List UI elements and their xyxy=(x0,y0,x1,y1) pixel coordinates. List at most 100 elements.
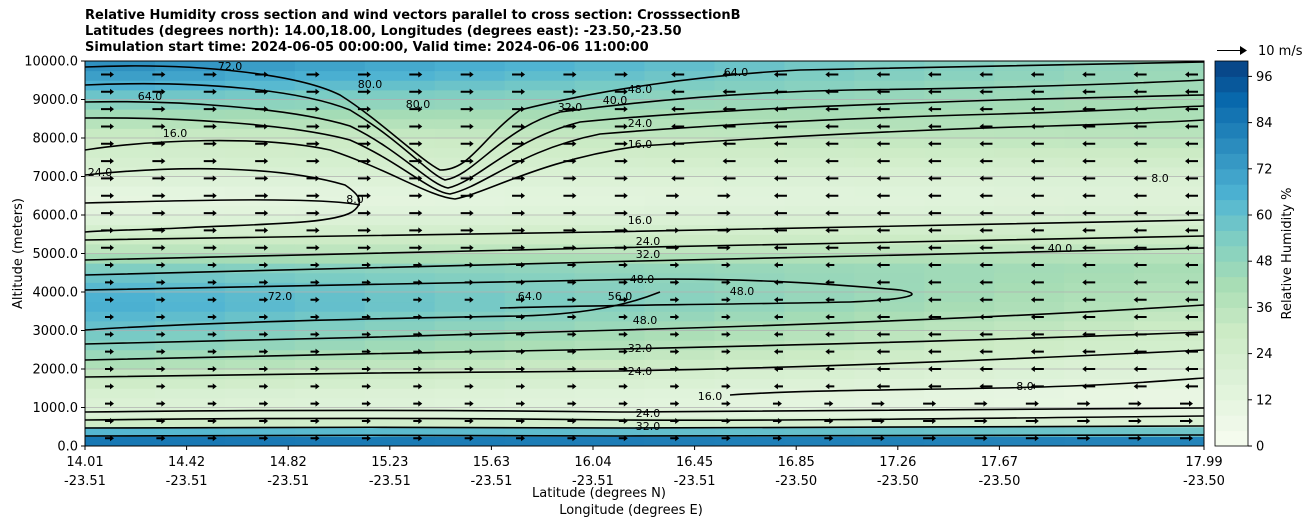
contour-label: 48.0 xyxy=(628,83,653,96)
rh-cell xyxy=(924,253,995,264)
rh-cell xyxy=(154,205,226,216)
rh-cell xyxy=(574,388,645,399)
rh-cell xyxy=(364,166,436,177)
rh-cell xyxy=(574,166,645,177)
wind-arrow xyxy=(773,314,783,321)
rh-cell xyxy=(714,369,785,380)
rh-cell xyxy=(574,80,645,91)
wind-arrow xyxy=(1030,314,1044,321)
contour-line xyxy=(85,407,1204,413)
wind-arrow xyxy=(409,175,423,182)
wind-arrow xyxy=(255,71,269,78)
rh-cell xyxy=(854,205,925,216)
wind-arrow xyxy=(207,366,217,372)
rh-cell xyxy=(574,234,645,245)
wind-arrow xyxy=(1133,158,1147,165)
rh-cell xyxy=(924,282,995,293)
rh-cell xyxy=(1134,128,1204,139)
rh-cell xyxy=(644,253,715,264)
contour-label: 32.0 xyxy=(628,342,653,355)
rh-cell xyxy=(994,205,1065,216)
rh-cell xyxy=(854,330,925,341)
rh-cell xyxy=(224,118,296,129)
rh-cell xyxy=(854,292,925,303)
wind-arrow xyxy=(721,314,731,321)
wind-arrow xyxy=(259,314,269,321)
rh-cell xyxy=(1064,397,1135,408)
wind-arrow xyxy=(670,417,680,424)
wind-arrow xyxy=(516,279,526,286)
contour-labels: 48.040.032.024.016.08.016.024.032.048.05… xyxy=(88,60,1169,433)
rh-cell xyxy=(364,70,436,81)
wind-arrow xyxy=(464,366,474,372)
rh-cell xyxy=(154,320,226,331)
rh-cell xyxy=(504,128,576,139)
wind-arrow xyxy=(773,296,783,303)
rh-cell xyxy=(224,340,296,351)
wind-arrow xyxy=(721,366,731,372)
rh-cell xyxy=(644,282,715,293)
rh-cell xyxy=(504,397,576,408)
wind-arrow xyxy=(773,244,787,251)
rh-cell xyxy=(924,243,995,254)
rh-cell xyxy=(1134,282,1204,293)
wind-arrow xyxy=(773,279,783,286)
wind-arrow xyxy=(306,244,320,251)
rh-cell xyxy=(1134,80,1204,91)
wind-arrow xyxy=(101,227,114,234)
rh-cell xyxy=(294,118,366,129)
colorbar-tick-label: 84 xyxy=(1256,116,1273,131)
rh-cell xyxy=(224,349,296,360)
rh-cell xyxy=(434,340,506,351)
wind-arrow xyxy=(357,244,371,251)
rh-cell xyxy=(924,330,995,341)
rh-cell xyxy=(924,166,995,177)
contour-line xyxy=(85,331,1204,361)
rh-cell xyxy=(924,340,995,351)
wind-arrow xyxy=(773,106,787,113)
rh-cell xyxy=(154,157,226,168)
rh-cell xyxy=(1064,311,1135,322)
wind-arrow xyxy=(666,192,680,199)
wind-arrow xyxy=(979,175,993,182)
rh-cell xyxy=(1064,253,1135,264)
rh-cell xyxy=(504,186,576,197)
wind-arrow xyxy=(614,175,628,182)
rh-cell xyxy=(994,157,1065,168)
rh-cell xyxy=(504,224,576,235)
wind-arrow xyxy=(1133,348,1147,355)
rh-cell xyxy=(644,80,715,91)
wind-arrow xyxy=(516,348,526,355)
rh-cell xyxy=(154,369,226,380)
colorbar-band xyxy=(1215,384,1248,401)
rh-cell xyxy=(1134,330,1204,341)
rh-cell xyxy=(784,176,855,187)
wind-arrow xyxy=(717,192,731,199)
rh-cell xyxy=(1064,407,1135,418)
rh-cell xyxy=(364,138,436,149)
wind-arrow xyxy=(974,435,988,442)
wind-arrow xyxy=(409,140,423,147)
wind-arrow xyxy=(152,175,166,182)
rh-cell xyxy=(714,301,785,312)
rh-cell xyxy=(924,109,995,120)
wind-arrow xyxy=(413,262,423,269)
rh-cell xyxy=(85,397,156,408)
rh-cell xyxy=(1134,436,1204,446)
rh-cell xyxy=(224,253,296,264)
rh-cell xyxy=(85,426,156,437)
wind-arrow xyxy=(928,279,942,286)
wind-arrow xyxy=(409,88,423,95)
x-tick-label-lon: -23.51 xyxy=(267,474,309,489)
wind-arrow xyxy=(1185,158,1198,165)
contour-label: 32.0 xyxy=(636,248,661,261)
wind-arrow xyxy=(825,279,835,286)
rh-cell xyxy=(714,80,785,91)
rh-cell xyxy=(924,301,995,312)
wind-arrow xyxy=(876,279,890,286)
wind-arrow xyxy=(928,175,942,182)
rh-cell xyxy=(1064,272,1135,283)
rh-cell xyxy=(854,349,925,360)
wind-arrow xyxy=(671,123,685,130)
rh-cell xyxy=(924,70,995,81)
